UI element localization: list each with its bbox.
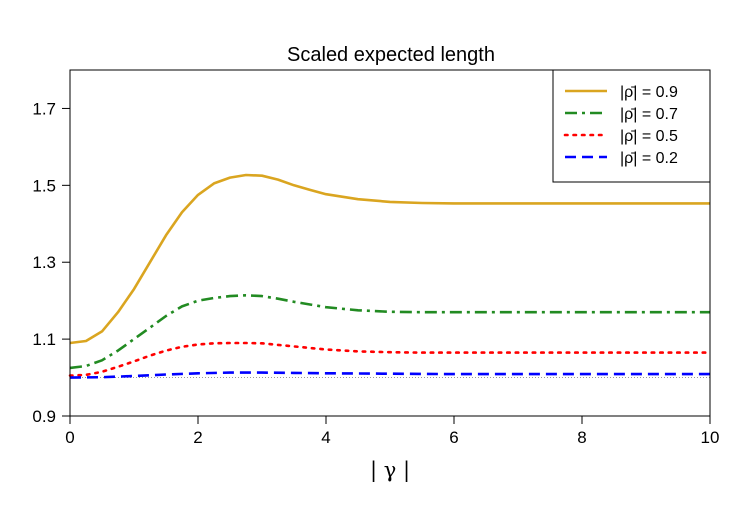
legend-label-1: |ρ̄| = 0.7 <box>620 106 678 123</box>
y-tick-label-3: 1.5 <box>32 176 56 195</box>
legend-label-2: |ρ̄| = 0.5 <box>620 128 678 145</box>
legend-label-0: |ρ̄| = 0.9 <box>620 84 678 101</box>
legend-box <box>552 69 711 183</box>
x-tick-label-5: 10 <box>701 428 720 447</box>
axis-layer: 0 2 4 6 8 10 0.9 1.1 1.3 1.5 1.7 <box>32 99 719 447</box>
plot-frame <box>69 69 711 417</box>
x-tick-label-2: 4 <box>321 428 330 447</box>
y-tick-label-4: 1.7 <box>32 99 56 118</box>
series-line-3 <box>69 371 710 379</box>
y-tick-label-2: 1.3 <box>32 253 56 272</box>
series-line-0 <box>69 173 710 345</box>
chart-title: Scaled expected length <box>287 44 495 66</box>
x-tick-label-4: 8 <box>577 428 586 447</box>
legend: |ρ̄| = 0.9 |ρ̄| = 0.7 |ρ̄| = 0.5 |ρ̄| = 0.2 <box>552 69 711 183</box>
y-tick-label-0: 0.9 <box>32 407 56 426</box>
x-axis-label: | γ | <box>370 458 410 483</box>
legend-label-3: |ρ̄| = 0.2 <box>620 150 678 167</box>
series-line-1 <box>69 293 710 370</box>
x-tick-label-1: 2 <box>193 428 202 447</box>
x-tick-label-0: 0 <box>65 428 74 447</box>
y-tick-label-1: 1.1 <box>32 330 56 349</box>
series-layer <box>68 173 712 379</box>
x-tick-label-3: 6 <box>449 428 458 447</box>
series-line-2 <box>68 341 712 377</box>
